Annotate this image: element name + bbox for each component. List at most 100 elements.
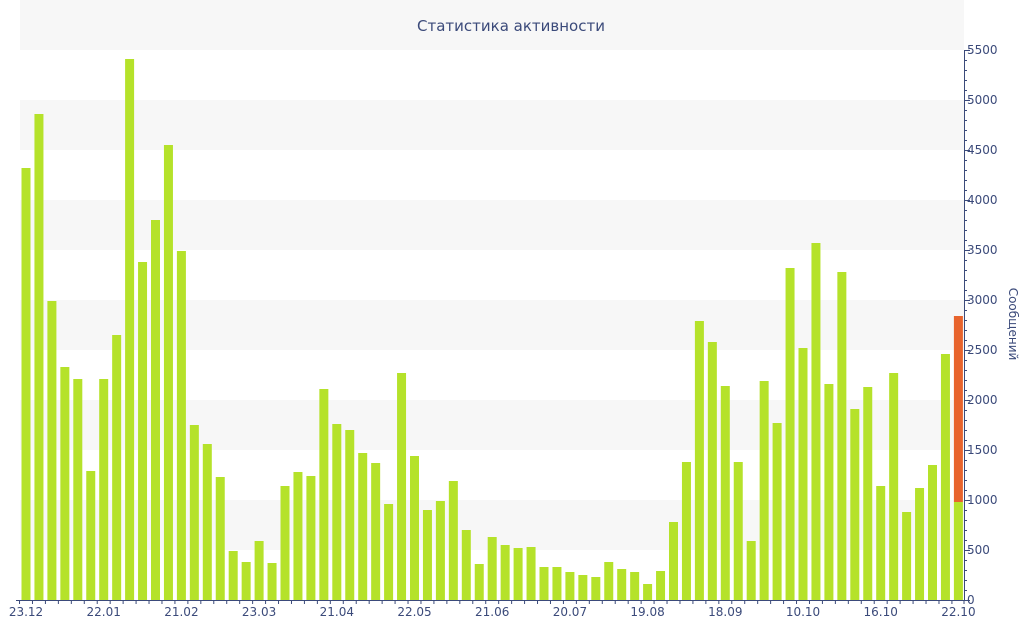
y-tick-label: 4000 (967, 193, 998, 207)
y-axis-ticks: 0 500 1000 1500 2000 2500 3000 3500 4000 4500 5000… (964, 43, 998, 607)
bar (759, 381, 769, 600)
bar (60, 367, 70, 600)
bar (876, 486, 886, 600)
bar (656, 571, 666, 600)
bar-highlight (953, 316, 963, 502)
bar (474, 564, 484, 600)
bar (293, 472, 303, 600)
bar (850, 409, 860, 600)
bar (99, 379, 109, 600)
x-tick-label: 20.07 (553, 605, 587, 619)
bar (176, 251, 186, 600)
bar (915, 488, 925, 600)
bar (435, 501, 445, 600)
bar (617, 569, 627, 600)
bar (953, 502, 963, 600)
y-tick-label: 4500 (967, 143, 998, 157)
bar (448, 481, 458, 600)
bar (306, 476, 316, 600)
bar (694, 321, 704, 600)
bar (889, 373, 899, 600)
bar (228, 551, 238, 600)
bar (772, 423, 782, 600)
bar (902, 512, 912, 600)
y-tick-label: 500 (967, 543, 990, 557)
y-tick-label: 5500 (967, 43, 998, 57)
bar (643, 584, 653, 600)
bar (163, 145, 173, 600)
bar (47, 301, 57, 600)
bar (824, 384, 834, 600)
x-tick-label: 19.08 (630, 605, 664, 619)
bar (487, 537, 497, 600)
bar (526, 547, 536, 600)
bar (565, 572, 575, 600)
y-tick-label: 1000 (967, 493, 998, 507)
x-tick-label: 21.04 (320, 605, 354, 619)
x-tick-label: 18.09 (708, 605, 742, 619)
grid-band (20, 300, 964, 350)
bar (345, 430, 355, 600)
x-tick-label: 16.10 (864, 605, 898, 619)
bar (202, 444, 212, 600)
bar (940, 354, 950, 600)
grid-band (20, 0, 964, 50)
bar (73, 379, 83, 600)
y-tick-label: 5000 (967, 93, 998, 107)
bar (34, 114, 44, 600)
bar (410, 456, 419, 600)
bar (630, 572, 640, 600)
x-axis-ticks: 23.12 22.01 21.02 23.03 21.04 22.05 21.06 20.07… (9, 600, 976, 619)
chart-title: Статистика активности (417, 17, 605, 35)
x-tick-label: 22.10 (941, 605, 975, 619)
grid-band (20, 200, 964, 250)
bar (461, 530, 471, 600)
bar (397, 373, 407, 600)
bar (254, 541, 264, 600)
bar (552, 567, 562, 600)
bar (384, 504, 394, 600)
bar (928, 465, 937, 600)
bar (798, 348, 808, 600)
x-tick-label: 21.06 (475, 605, 509, 619)
bar (215, 477, 225, 600)
bar (86, 471, 96, 600)
y-tick-label: 2000 (967, 393, 998, 407)
bar (280, 486, 290, 600)
y-tick-label: 2500 (967, 343, 998, 357)
y-tick-label: 1500 (967, 443, 998, 457)
bar-series (21, 59, 963, 600)
bar (578, 575, 588, 600)
grid-band (20, 400, 964, 450)
bar (863, 387, 873, 600)
x-tick-label: 22.01 (87, 605, 121, 619)
bar (241, 562, 251, 600)
y-tick-label: 3000 (967, 293, 998, 307)
bar (669, 522, 678, 600)
bar (267, 563, 277, 600)
bar (720, 386, 730, 600)
y-tick-label: 3500 (967, 243, 998, 257)
bar (500, 545, 510, 600)
bar (151, 220, 160, 600)
bar (604, 562, 614, 600)
bar (733, 462, 743, 600)
bar (707, 342, 717, 600)
x-tick-label: 10.10 (786, 605, 820, 619)
bar (837, 272, 847, 600)
bar (112, 335, 122, 600)
bar (681, 462, 691, 600)
bar (21, 168, 31, 600)
x-tick-label: 22.05 (397, 605, 431, 619)
grid-bands (20, 0, 964, 550)
bar (371, 463, 381, 600)
bar (785, 268, 795, 600)
bar (539, 567, 549, 600)
bar (591, 577, 601, 600)
bar (125, 59, 135, 600)
axes (16, 50, 965, 601)
grid-band (20, 100, 964, 150)
bar (422, 510, 432, 600)
x-tick-label: 21.02 (164, 605, 198, 619)
